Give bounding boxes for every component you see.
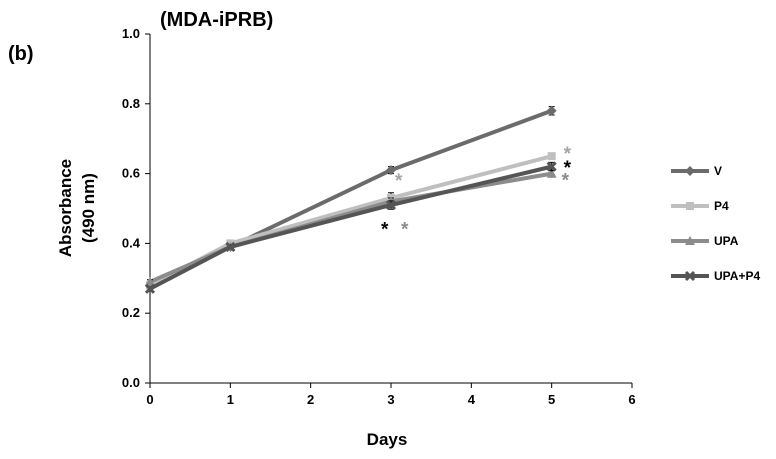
significance-asterisk: *	[401, 219, 409, 240]
x-tick-label: 6	[628, 392, 635, 407]
x-tick-label: 5	[548, 392, 555, 407]
panel-label: (b)	[8, 43, 34, 65]
x-tick-label: 3	[387, 392, 394, 407]
y-tick-label: 0.4	[122, 235, 141, 250]
legend-marker	[684, 270, 696, 282]
y-tick-label: 0.6	[122, 166, 140, 181]
data-point	[386, 165, 396, 176]
legend-label: V	[714, 164, 722, 178]
legend: V P4 UPA UPA+P4	[671, 164, 760, 283]
x-tick-label: 4	[468, 392, 476, 407]
series-v	[145, 105, 557, 291]
chart-title: (MDA-iPRB)	[160, 9, 273, 31]
legend-label: UPA	[714, 234, 739, 248]
data-point	[546, 168, 557, 178]
legend-marker	[686, 202, 694, 210]
significance-asterisk: *	[381, 219, 389, 240]
data-point	[385, 199, 397, 211]
series-upa	[145, 168, 557, 286]
plot-area: 0.00.20.40.60.81.00 1 2 3 4 5 6** ****	[122, 26, 636, 407]
legend-entry-upa: UPA	[671, 234, 739, 248]
series-line	[149, 164, 553, 291]
series-upa-p4	[144, 161, 557, 294]
significance-asterisk: *	[562, 171, 570, 192]
legend-marker	[685, 166, 695, 176]
significance-asterisk: *	[395, 171, 403, 192]
legend-label: P4	[714, 199, 729, 213]
legend-entry-v: V	[671, 164, 722, 178]
series-p4	[146, 152, 556, 290]
legend-entry-p4: P4	[671, 199, 729, 213]
significance-asterisk: *	[564, 144, 572, 165]
data-point	[225, 241, 236, 252]
legend-marker	[685, 236, 695, 245]
data-point	[144, 283, 156, 294]
x-tick-label: 1	[227, 392, 234, 407]
significance-asterisk: *	[564, 158, 572, 179]
series-line	[149, 154, 553, 288]
data-point	[546, 161, 557, 172]
y-axis-title-line2: (490 nm)	[79, 173, 98, 243]
data-point	[546, 105, 557, 116]
data-point	[145, 276, 155, 286]
x-axis-title: Days	[367, 430, 408, 449]
y-tick-label: 0.2	[122, 305, 140, 320]
y-axis-title-line1: Absorbance	[56, 159, 75, 257]
data-point	[547, 152, 556, 161]
legend-label: UPA+P4	[714, 269, 760, 283]
y-tick-label: 1.0	[122, 26, 140, 41]
x-tick-label: 0	[146, 392, 153, 407]
y-tick-label: 0.0	[122, 375, 140, 390]
legend-entry-upa-p4: UPA+P4	[671, 269, 760, 283]
x-tick-label: 2	[307, 392, 314, 407]
y-tick-label: 0.8	[122, 96, 140, 111]
